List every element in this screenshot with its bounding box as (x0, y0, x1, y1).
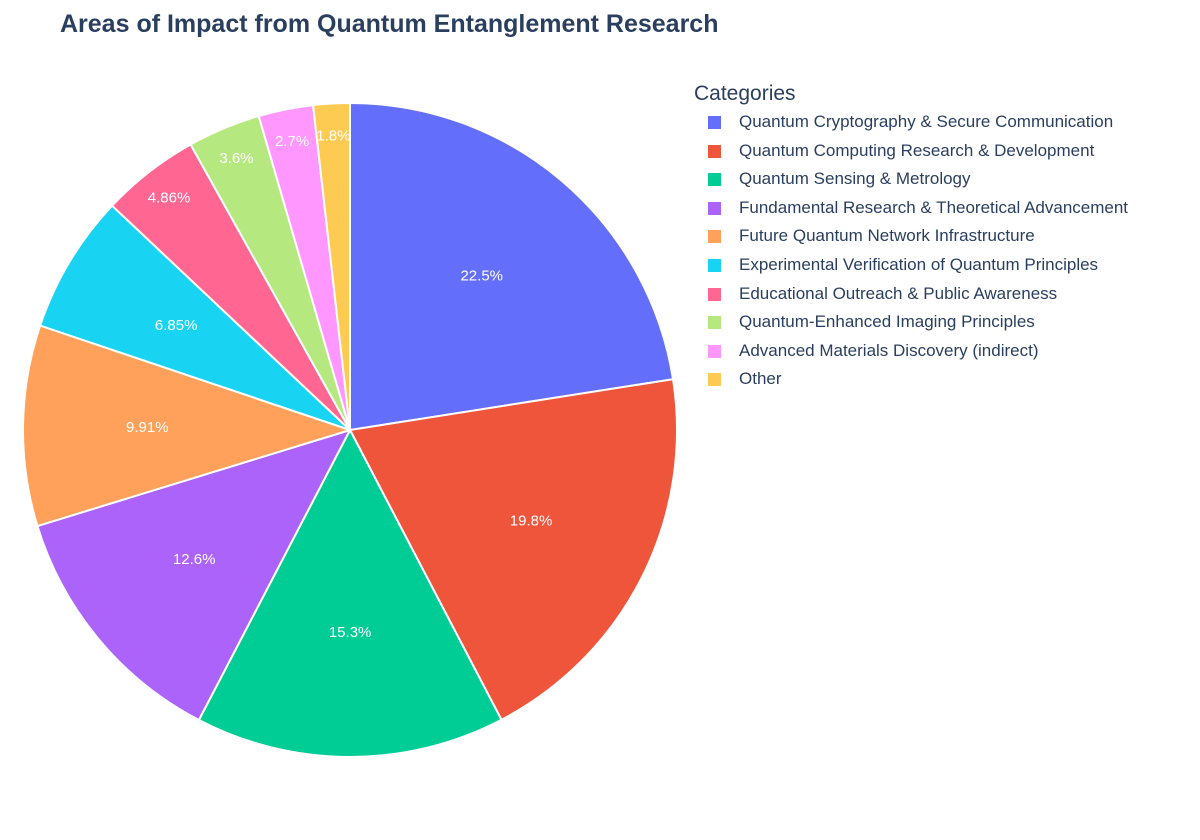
legend-label: Quantum Sensing & Metrology (739, 169, 971, 189)
pie-slice-quantum-sensing-metrology (197, 427, 503, 758)
legend-item-other[interactable]: Other (694, 365, 796, 394)
legend-swatch (708, 316, 721, 330)
legend-swatch (708, 373, 721, 387)
slice-label-quantum-cryptography-secure-communication: 22.5% (460, 267, 503, 284)
pie-slices (22, 101, 678, 758)
legend-item-quantum-cryptography-secure-communication[interactable]: Quantum Cryptography & Secure Communicat… (694, 108, 1113, 137)
legend-item-quantum-enhanced-imaging-principles[interactable]: Quantum-Enhanced Imaging Principles (694, 308, 1035, 337)
pie-slice-quantum-cryptography-secure-communication (349, 101, 675, 432)
legend-label: Advanced Materials Discovery (indirect) (739, 340, 1039, 360)
legend-item-educational-outreach-public-awareness[interactable]: Educational Outreach & Public Awareness (694, 280, 1057, 309)
legend-swatch (708, 230, 721, 244)
pie-labels: 22.5% 19.8% 15.3% 12.6% 9.91% 6.85% 4.86% 3.6% 2… (126, 128, 552, 642)
slice-label-future-quantum-network-infrastructure: 9.91% (126, 419, 169, 436)
legend-swatch (708, 116, 721, 129)
legend-label: Fundamental Research & Theoretical Advan… (739, 197, 1129, 217)
legend-item-quantum-sensing-metrology[interactable]: Quantum Sensing & Metrology (694, 165, 971, 194)
legend-label: Educational Outreach & Public Awareness (739, 283, 1058, 303)
slice-label-quantum-computing-research-development: 19.8% (510, 513, 553, 530)
legend-item-quantum-computing-research-development[interactable]: Quantum Computing Research & Development (694, 137, 1094, 166)
slice-label-fundamental-research-theoretical-advancement: 12.6% (173, 551, 216, 568)
slice-label-other: 1.8% (316, 128, 350, 145)
slice-label-educational-outreach-public-awareness: 4.86% (148, 189, 191, 206)
legend-swatch (708, 201, 721, 215)
legend-swatch (708, 258, 721, 272)
slice-label-quantum-sensing-metrology: 15.3% (329, 624, 372, 641)
legend-label: Quantum Cryptography & Secure Communicat… (739, 112, 1114, 131)
pie-slice-quantum-computing-research-development (348, 378, 678, 722)
legend-swatch (708, 344, 721, 358)
legend-swatch (708, 173, 721, 187)
legend-swatch (708, 287, 721, 301)
legend-item-fundamental-research-theoretical-advancement[interactable]: Fundamental Research & Theoretical Advan… (694, 194, 1128, 223)
legend: Categories Quantum Cryptography & Secure… (694, 80, 1128, 394)
pie-slice-future-quantum-network-infrastructure (22, 324, 354, 528)
legend-items: Quantum Cryptography & Secure Communicat… (694, 108, 1128, 394)
slice-label-quantum-enhanced-imaging-principles: 3.6% (219, 150, 253, 167)
pie-slice-experimental-verification-of-quantum-principles (38, 204, 351, 431)
slice-label-experimental-verification-of-quantum-principles: 6.85% (155, 317, 198, 334)
legend-label: Experimental Verification of Quantum Pri… (739, 254, 1099, 274)
legend-item-advanced-materials-discovery-indirect[interactable]: Advanced Materials Discovery (indirect) (694, 337, 1039, 366)
legend-label: Other (739, 369, 782, 389)
legend-label: Future Quantum Network Infrastructure (739, 226, 1035, 246)
legend-item-future-quantum-network-infrastructure[interactable]: Future Quantum Network Infrastructure (694, 222, 1035, 251)
legend-label: Quantum-Enhanced Imaging Principles (739, 312, 1035, 332)
legend-item-experimental-verification-of-quantum-principles[interactable]: Experimental Verification of Quantum Pri… (694, 251, 1098, 280)
legend-title: Categories (694, 82, 796, 105)
slice-label-advanced-materials-discovery-indirect: 2.7% (275, 133, 309, 150)
pie-slice-other (311, 101, 351, 431)
legend-label: Quantum Computing Research & Development (739, 140, 1095, 160)
pie-chart: 22.5% 19.8% 15.3% 12.6% 9.91% 6.85% 4.86% 3.6% 2… (22, 101, 678, 758)
chart-title: Areas of Impact from Quantum Entanglemen… (60, 10, 719, 38)
legend-swatch (708, 144, 721, 158)
